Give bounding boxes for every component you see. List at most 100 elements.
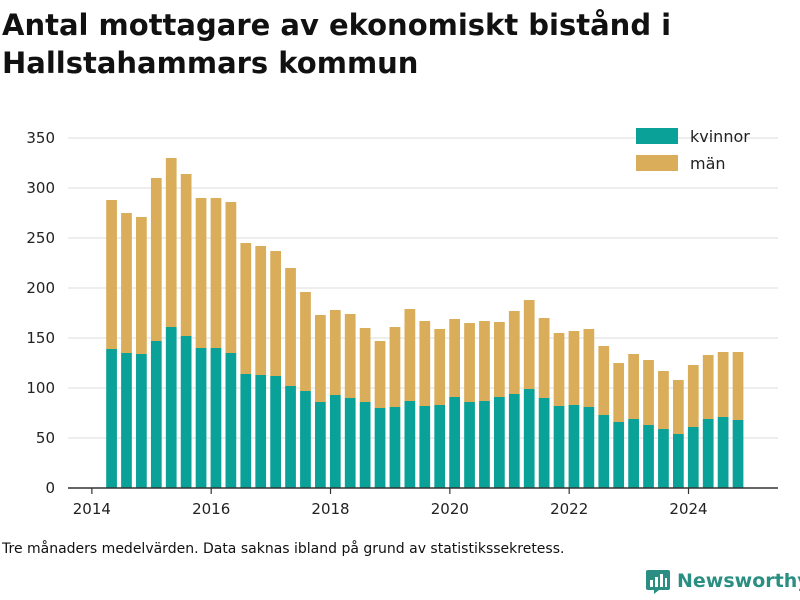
y-tick-label: 300: [26, 179, 55, 197]
y-tick-label: 50: [36, 429, 55, 447]
bar-man: [643, 360, 654, 425]
bar-kvinnor: [404, 401, 416, 488]
bar-kvinnor: [658, 429, 669, 488]
bar-kvinnor: [389, 407, 401, 488]
y-tick-label: 150: [26, 329, 55, 347]
bar-kvinnor: [344, 398, 356, 488]
x-tick-label: 2014: [73, 500, 111, 518]
footnote: Tre månaders medelvärden. Data saknas ib…: [2, 541, 565, 557]
x-tick-label: 2018: [311, 500, 349, 518]
bar-man: [628, 354, 639, 419]
bar-kvinnor: [702, 419, 714, 488]
bar-kvinnor: [583, 407, 595, 488]
bar-man: [225, 202, 237, 353]
bar-kvinnor: [434, 405, 446, 488]
bar-kvinnor: [523, 389, 535, 488]
bar-man: [568, 331, 580, 405]
y-axis-ticks: 0 50 100 150 200 250 300 350: [26, 129, 55, 497]
bar-man: [270, 251, 281, 376]
bar-kvinnor: [553, 406, 565, 488]
bar-kvinnor: [732, 420, 744, 488]
bar-man: [717, 352, 729, 417]
x-axis: 2014 2016 2018 2020 2022 2024: [68, 487, 778, 518]
bar-man: [329, 310, 341, 395]
bar-kvinnor: [479, 401, 490, 488]
bar-man: [255, 246, 267, 375]
bar-kvinnor: [195, 348, 207, 488]
bar-kvinnor: [210, 348, 222, 488]
y-tick-label: 350: [26, 129, 55, 147]
bar-man: [404, 309, 416, 401]
bar-man: [106, 200, 117, 349]
bar-man: [479, 321, 490, 401]
bar-kvinnor: [240, 374, 252, 488]
bar-kvinnor: [643, 425, 654, 488]
x-tick-label: 2022: [550, 500, 588, 518]
bar-kvinnor: [255, 375, 267, 488]
bar-kvinnor: [508, 394, 520, 488]
bar-man: [464, 323, 475, 402]
legend: kvinnor män: [636, 127, 750, 173]
bar-kvinnor: [150, 341, 162, 488]
bar-kvinnor: [613, 422, 625, 488]
bar-man: [240, 243, 252, 374]
bar-man: [583, 329, 595, 407]
bar-kvinnor: [180, 336, 192, 488]
bar-kvinnor: [165, 327, 177, 488]
bar-man: [508, 311, 520, 394]
chart-title: Antal mottagare av ekonomiskt bistånd i …: [2, 8, 672, 80]
bar-man: [374, 341, 386, 408]
bar-kvinnor: [121, 353, 132, 488]
bar-kvinnor: [568, 405, 580, 488]
bar-kvinnor: [538, 398, 550, 488]
bar-man: [389, 327, 401, 407]
bar-man: [315, 315, 326, 402]
bar-man: [658, 371, 669, 429]
bar-man: [494, 322, 505, 397]
bar-kvinnor: [494, 397, 505, 488]
x-tick-label: 2024: [669, 500, 707, 518]
bar-man: [449, 319, 460, 397]
legend-swatch: [636, 128, 678, 144]
bar-man: [419, 321, 431, 406]
x-tick-label: 2016: [192, 500, 230, 518]
legend-label: män: [690, 154, 726, 173]
bar-kvinnor: [315, 402, 326, 488]
bar-kvinnor: [329, 395, 341, 488]
bar-man: [136, 217, 147, 354]
bar-kvinnor: [717, 417, 729, 488]
bar-man: [150, 178, 162, 341]
bar-man: [359, 328, 371, 402]
bar-man: [121, 213, 132, 353]
y-tick-label: 200: [26, 279, 55, 297]
bar-man: [553, 333, 565, 406]
bar-kvinnor: [449, 397, 460, 488]
x-tick-label: 2020: [431, 500, 469, 518]
bar-man: [195, 198, 207, 348]
brand-name: Newsworthy: [677, 570, 800, 592]
bars: [106, 158, 744, 488]
bar-man: [434, 329, 446, 405]
bar-man: [538, 318, 550, 398]
brand-logo: Newsworthy: [645, 568, 800, 594]
bar-man: [165, 158, 177, 327]
bar-man: [732, 352, 744, 420]
bar-kvinnor: [225, 353, 237, 488]
y-tick-label: 250: [26, 229, 55, 247]
bar-kvinnor: [374, 408, 386, 488]
bar-man: [672, 380, 684, 434]
bar-kvinnor: [672, 434, 684, 488]
bar-kvinnor: [136, 354, 147, 488]
bar-man: [180, 174, 192, 336]
bar-kvinnor: [106, 349, 117, 488]
y-tick-label: 100: [26, 379, 55, 397]
bar-kvinnor: [687, 427, 699, 488]
bar-man: [613, 363, 625, 422]
legend-swatch: [636, 155, 678, 171]
bar-man: [344, 314, 356, 398]
y-tick-label: 0: [45, 479, 55, 497]
bar-man: [702, 355, 714, 419]
bar-kvinnor: [270, 376, 281, 488]
newsworthy-logo-icon: [646, 570, 670, 594]
